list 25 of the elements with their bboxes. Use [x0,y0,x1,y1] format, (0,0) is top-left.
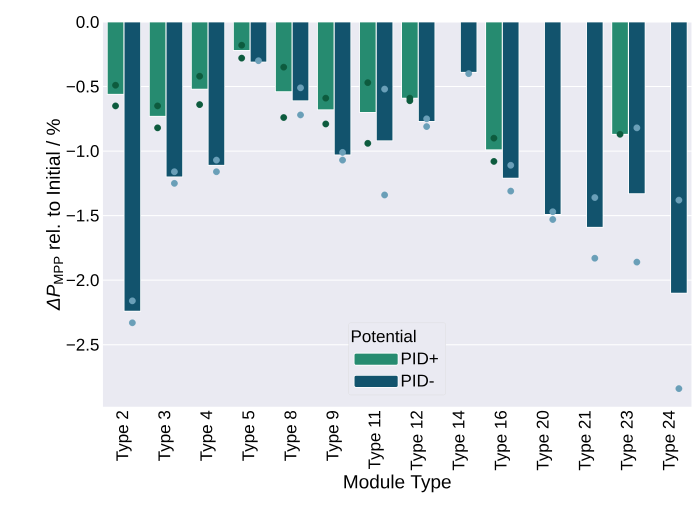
y-tick-label: −1.5 [66,210,99,222]
x-tick-label: Type 5 [242,411,258,462]
x-tick-label: Type 2 [116,411,132,462]
x-tick-label: Type 21 [578,411,594,470]
y-tick-label: −2.0 [66,274,99,286]
y-axis-title: ΔP$_{MPP}$ rel. to Initial / % [46,119,63,311]
x-tick-label: Type 3 [158,411,174,462]
y-tick-label: −0.5 [66,80,99,93]
legend-label: PID+ [402,352,438,364]
x-tick-label: Type 11 [368,411,384,470]
x-tick-label: Type 20 [536,411,552,470]
legend-title: Potential [352,330,416,342]
x-tick-label: Type 24 [662,410,678,470]
x-tick-label: Type 4 [200,410,216,462]
x-tick-label: Type 8 [284,411,300,462]
y-tick-label: −2.5 [66,338,99,351]
y-tick-label: −1.0 [66,145,99,158]
x-tick-label: Type 23 [620,411,636,470]
x-tick-label: Type 14 [452,410,468,470]
x-tick-label: Type 9 [326,411,342,462]
y-tick-label: 0.0 [76,16,99,28]
legend-label: PID- [402,374,434,387]
x-axis-title: Module Type [344,474,451,492]
x-tick-label: Type 16 [494,411,510,470]
x-tick-label: Type 12 [410,411,426,470]
